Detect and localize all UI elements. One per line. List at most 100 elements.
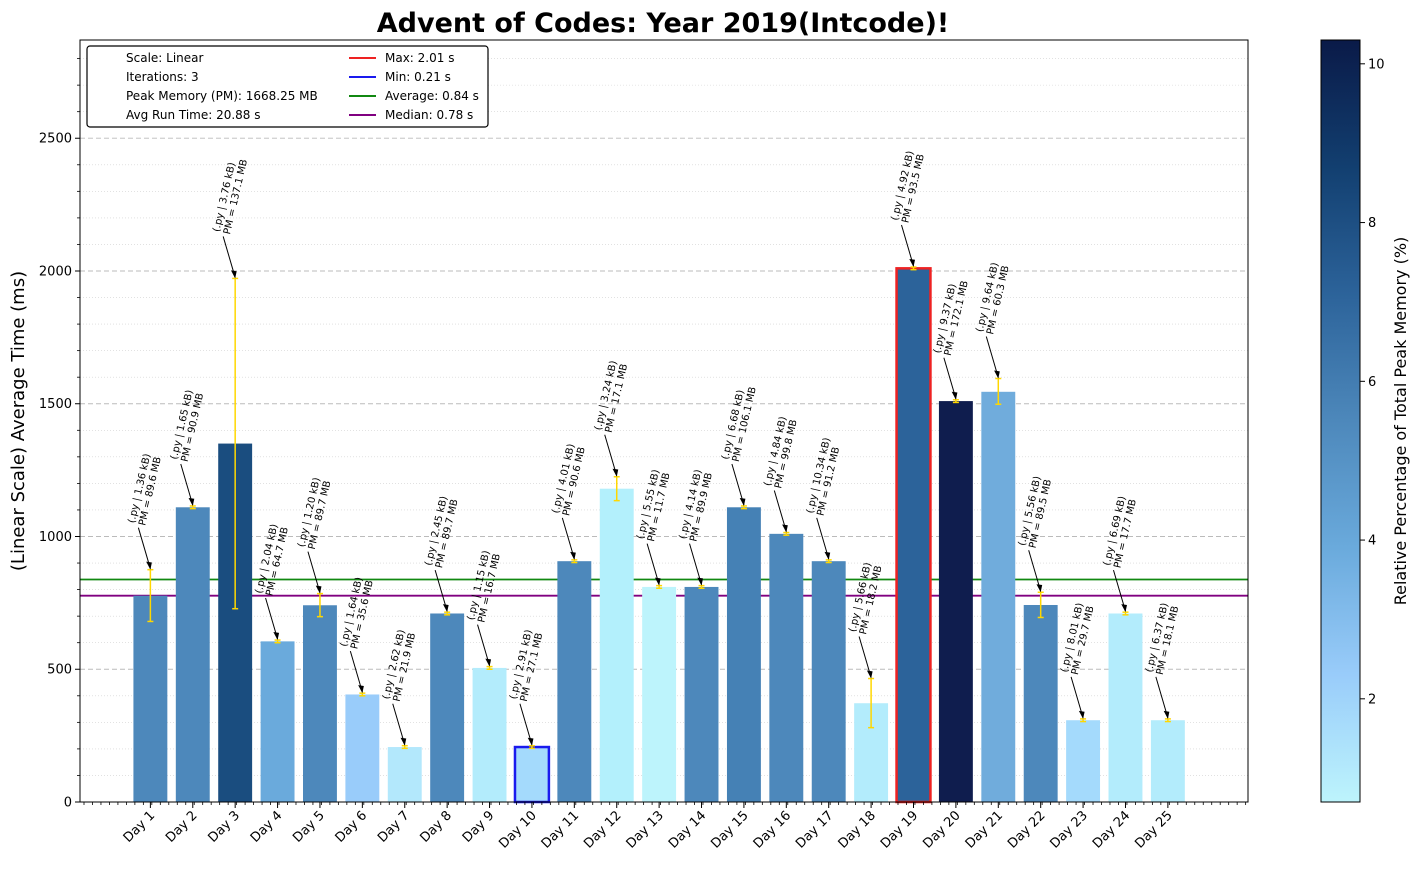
bar	[769, 533, 804, 802]
annotation-arrow	[137, 527, 151, 569]
bar	[133, 595, 168, 802]
x-tick-label: Day 11	[539, 808, 582, 851]
legend-entry-label: Min: 0.21 s	[385, 70, 451, 84]
x-tick-label: Day 22	[1005, 808, 1048, 851]
annotation-label: (.py | 1.36 kB)PM = 89.6 MB	[127, 453, 164, 527]
x-tick-label: Day 2	[163, 808, 201, 846]
bar	[260, 641, 295, 802]
annotation-arrow	[604, 434, 618, 476]
annotation-arrow	[773, 490, 787, 532]
bar	[811, 561, 846, 802]
bar	[472, 667, 507, 802]
bar	[981, 391, 1016, 802]
y-tick-label: 2000	[39, 264, 72, 279]
annotation-label: (.py | 1.65 kB)PM = 90.9 MB	[169, 389, 206, 463]
annotation-arrowhead	[697, 577, 704, 586]
x-tick-label: Day 12	[581, 808, 624, 851]
x-tick-label: Day 5	[290, 808, 328, 846]
x-tick-label: Day 7	[375, 808, 413, 846]
annotation-label: (.py | 2.04 kB)PM = 64.7 MB	[254, 523, 291, 597]
annotation-label: (.py | 2.62 kB)PM = 21.9 MB	[381, 629, 418, 703]
annotation-label: (.py | 5.66 kB)PM = 18.2 MB	[847, 561, 884, 635]
bar	[599, 488, 634, 802]
annotation-arrow	[561, 517, 575, 559]
legend: Scale: Linear Iterations: 3 Peak Memory (P…	[86, 45, 489, 128]
annotation-arrowhead	[1121, 604, 1127, 613]
annotation-label: (.py | 1.15 kB)PM = 16.7 MB	[466, 549, 503, 623]
x-tick-label: Day 6	[333, 808, 371, 846]
colorbar-ticks: 2 4 6 8 10	[1360, 57, 1385, 707]
bar	[303, 605, 337, 802]
annotation-arrowhead	[442, 604, 449, 613]
annotation-arrowhead	[612, 468, 619, 477]
annotation-arrow	[1112, 570, 1126, 612]
annotation-arrowhead	[866, 670, 873, 679]
x-ticks: Day 1 Day 2 Day 3 Day 4 Day 5 Day 6 Day 7 Day 8…	[83, 802, 1247, 852]
annotation-arrow	[1070, 676, 1084, 719]
y-axis-label: (Linear Scale) Average Time (ms)	[8, 271, 29, 571]
annotation-arrow	[943, 357, 957, 399]
annotation-arrow	[901, 224, 914, 267]
chart-title: Advent of Codes: Year 2019(Intcode)!	[377, 8, 949, 39]
annotation-arrow	[689, 543, 703, 585]
annotation-arrowhead	[824, 551, 831, 560]
annotation-arrow	[1028, 550, 1042, 592]
bar	[430, 613, 465, 802]
x-tick-label: Day 21	[963, 808, 1006, 851]
annotation-arrow	[985, 336, 999, 378]
x-tick-label: Day 24	[1090, 808, 1133, 851]
legend-entry-label: Average: 0.84 s	[385, 89, 479, 103]
annotation-label: (.py | 6.68 kB)PM = 106.1 MB	[720, 383, 759, 463]
x-tick-label: Day 17	[793, 808, 836, 851]
x-tick-label: Day 25	[1132, 808, 1175, 851]
bar	[1150, 720, 1185, 802]
annotation-arrowhead	[400, 737, 407, 746]
x-tick-label: Day 1	[121, 808, 159, 846]
annotation-arrow	[646, 543, 660, 585]
bar	[896, 268, 931, 803]
x-tick-label: Day 13	[624, 808, 667, 851]
annotation-label: (.py | 4.92 kB)PM = 93.5 MB	[890, 150, 927, 224]
annotation-arrowhead	[273, 632, 280, 641]
annotation-arrow	[307, 551, 321, 593]
y-tick-label: 0	[64, 796, 72, 811]
x-tick-label: Day 4	[248, 808, 286, 846]
x-tick-label: Day 19	[878, 808, 921, 851]
annotation-label: (.py | 1.20 kB)PM = 89.7 MB	[296, 476, 333, 550]
colorbar-tick-label: 8	[1368, 216, 1376, 231]
annotation-arrow	[477, 624, 491, 666]
annotation-label: (.py | 6.69 kB)PM = 17.7 MB	[1102, 495, 1139, 569]
annotation-arrow	[858, 636, 872, 678]
legend-entry-label: Peak Memory (PM): 1668.25 MB	[126, 89, 318, 103]
annotation-arrow	[816, 517, 830, 559]
colorbar-label: Relative Percentage of Total Peak Memory…	[1391, 237, 1410, 606]
annotation-arrow	[349, 651, 363, 693]
plot-frame	[79, 39, 1249, 803]
bar	[387, 747, 422, 802]
bar	[175, 507, 210, 802]
x-tick-label: Day 10	[496, 808, 539, 851]
annotation-arrowhead	[230, 270, 237, 279]
legend-entry-label: Max: 2.01 s	[385, 51, 454, 65]
annotation-arrowhead	[570, 551, 576, 560]
annotation-arrowhead	[485, 658, 492, 667]
bar	[1066, 720, 1101, 802]
annotation-label: (.py | 5.56 kB)PM = 89.5 MB	[1017, 475, 1054, 549]
legend-box	[86, 45, 489, 128]
annotation-arrowhead	[188, 497, 195, 506]
annotation-arrow	[392, 703, 406, 745]
annotation-label: (.py | 3.24 kB)PM = 17.1 MB	[593, 360, 630, 434]
annotation-arrowhead	[951, 391, 958, 400]
y-tick-label: 2500	[39, 132, 72, 147]
y-tick-label: 500	[47, 663, 72, 678]
annotation-arrowhead	[1163, 710, 1170, 719]
annotation-arrowhead	[1036, 584, 1043, 593]
annotation-label: (.py | 6.37 kB)PM = 18.1 MB	[1144, 602, 1181, 676]
x-tick-label: Day 8	[417, 808, 455, 846]
annotation-arrowhead	[994, 370, 1000, 379]
colorbar	[1320, 39, 1361, 803]
annotation-arrowhead	[315, 585, 322, 594]
colorbar-tick-label: 6	[1368, 375, 1376, 390]
